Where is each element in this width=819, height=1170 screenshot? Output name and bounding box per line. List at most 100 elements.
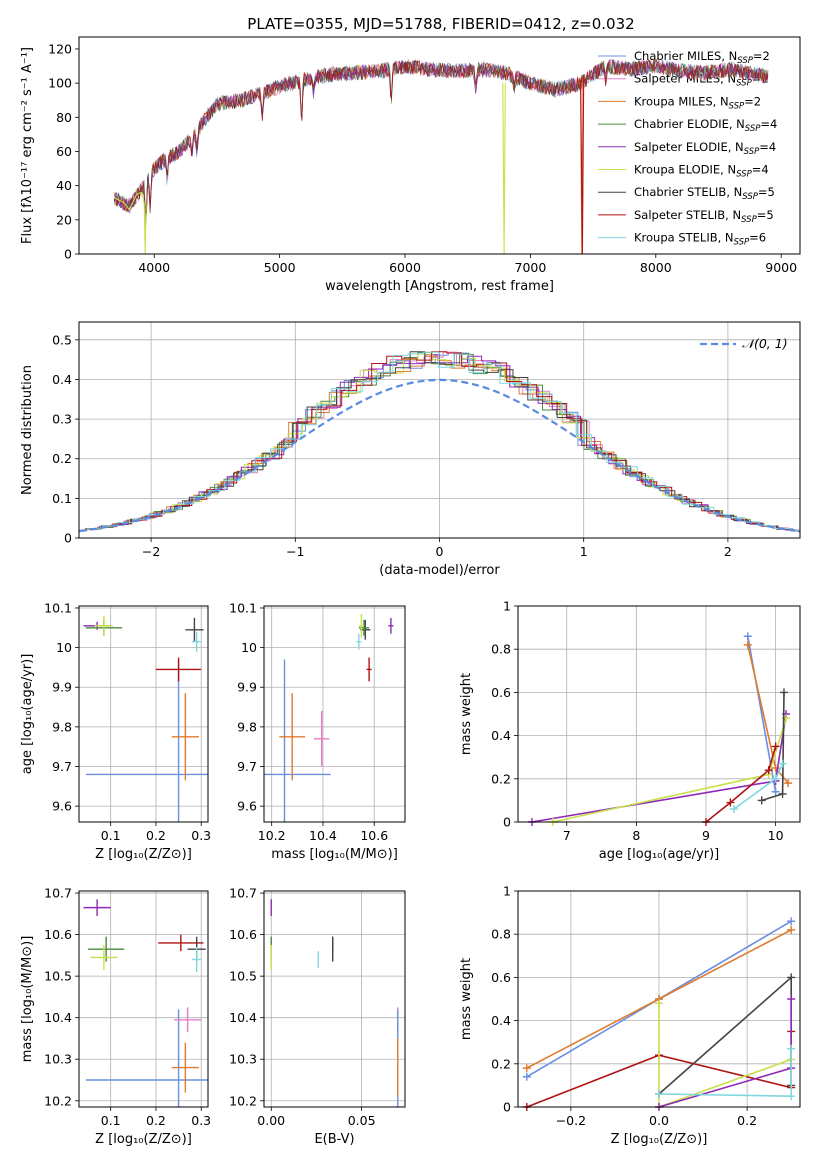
y-tick-label: 10.7 [44, 886, 72, 901]
x-axis-label: Z [log₁₀(Z/Z⊙)] [95, 847, 192, 862]
weight-marker [771, 742, 780, 751]
x-tick-label: 0.2 [737, 1113, 757, 1128]
x-tick-label: 0 [436, 544, 444, 559]
y-axis-label: mass weight [459, 673, 474, 755]
y-tick-label: 0.8 [491, 642, 511, 657]
y-tick-label: 10.4 [44, 1010, 72, 1025]
x-tick-label: −2 [142, 544, 160, 559]
weight-line [658, 999, 792, 1108]
y-tick-label: 10 [241, 640, 257, 655]
plot-frame [78, 605, 209, 823]
weight-line [658, 1003, 792, 1109]
x-tick-label: 0.0 [649, 1113, 669, 1128]
weight-marker [787, 995, 796, 1003]
y-tick-label: 1 [503, 884, 511, 899]
weight-line [747, 636, 777, 792]
legend-label: Kroupa ELODIE, NSSP=4 [634, 163, 769, 180]
y-tick-label: 9.9 [52, 680, 72, 695]
legend-subscript: SSP [734, 238, 750, 248]
age-vs-metallicity-panel: 0.1 0.2 0.3 9.6 9.7 9.8 9.9 10 10.1 Z [log₁₀(Z/Z⊙… [20, 600, 211, 862]
x-tick-label: 8000 [640, 260, 672, 275]
x-tick-label: 0.3 [191, 1113, 211, 1128]
y-tick-label: 10.6 [229, 927, 257, 942]
legend-subscript: SSP [742, 192, 758, 202]
x-axis-label: wavelength [Angstrom, rest frame] [325, 279, 554, 294]
weight-marker [729, 805, 738, 814]
legend-nssp: =4 [760, 117, 777, 131]
x-tick-label: 0.2 [146, 828, 166, 843]
y-tick-label: 10 [56, 640, 72, 655]
weight-line [705, 746, 777, 823]
plot-frame [78, 36, 801, 255]
y-axis-label: age [log₁₀(age/yr)] [20, 654, 35, 775]
legend-subscript: SSP [745, 124, 761, 134]
mass-vs-ebv-panel: 0.00 0.05 10.2 10.3 10.4 10.5 10.6 10.7 E(B-V) [229, 886, 406, 1147]
spectrum-line [113, 59, 769, 214]
weight-marker [726, 798, 735, 807]
y-tick-label: 10.7 [229, 886, 257, 901]
y-tick-label: 10.6 [44, 927, 72, 942]
y-tick-label: 0.2 [491, 771, 511, 786]
y-tick-label: 0 [64, 247, 72, 262]
legend-label: Kroupa STELIB, NSSP=6 [634, 231, 766, 248]
legend-label: Chabrier MILES, NSSP=2 [634, 49, 770, 66]
weight-marker [771, 787, 780, 796]
plot-frame [78, 321, 801, 539]
spectrum-panel: PLATE=0355, MJD=51788, FIBERID=0412, z=0… [20, 15, 801, 294]
x-axis-label: E(B-V) [314, 1132, 354, 1147]
x-tick-label: 7 [563, 828, 571, 843]
weight-line [531, 713, 787, 823]
x-tick-label: 6000 [389, 260, 421, 275]
y-tick-label: 1 [503, 599, 511, 614]
legend-subscript: SSP [744, 147, 760, 157]
y-tick-label: 10.2 [229, 1093, 257, 1108]
y-tick-label: 0.8 [491, 927, 511, 942]
legend-label: Kroupa MILES, NSSP=2 [634, 94, 761, 111]
y-axis-label: Flux [fλ10⁻¹⁷ erg cm⁻² s⁻¹ A⁻¹] [20, 47, 35, 244]
y-tick-label: 0 [64, 531, 72, 546]
x-tick-label: 7000 [515, 260, 547, 275]
y-tick-label: 20 [56, 212, 72, 227]
y-tick-label: 9.6 [52, 799, 72, 814]
spectrum-drop-line [113, 191, 145, 211]
y-tick-label: 0.6 [491, 970, 511, 985]
y-tick-label: 10.3 [44, 1052, 72, 1067]
weight-marker [522, 1072, 531, 1081]
weight-marker [771, 774, 780, 783]
legend-label: Chabrier ELODIE, NSSP=4 [634, 117, 777, 134]
x-tick-label: 10.6 [360, 828, 388, 843]
legend-nssp: =2 [753, 49, 770, 63]
weight-marker [655, 999, 663, 1008]
x-tick-label: 0.00 [257, 1113, 285, 1128]
residual-histogram [79, 351, 800, 532]
x-tick-label: −0.2 [556, 1113, 586, 1128]
residual-histogram [79, 353, 800, 532]
x-axis-label: Z [log₁₀(Z/Z⊙)] [95, 1132, 192, 1147]
y-tick-label: 0.1 [52, 491, 72, 506]
weight-marker [743, 632, 752, 641]
plot-frame [78, 890, 209, 1108]
legend-subscript: SSP [736, 79, 752, 89]
weight-line [658, 1048, 792, 1098]
legend-nssp: =4 [752, 163, 769, 177]
x-tick-label: 5000 [264, 260, 296, 275]
legend-label: 𝒩(0, 1) [742, 336, 788, 351]
weight-marker [787, 973, 796, 982]
y-tick-label: 0 [503, 815, 511, 830]
y-tick-label: 0.6 [491, 685, 511, 700]
y-tick-label: 9.6 [237, 799, 257, 814]
x-tick-label: 4000 [138, 260, 170, 275]
weight-marker [787, 917, 796, 926]
y-axis-label: mass [log₁₀(M/M⊙)] [20, 936, 35, 1063]
y-tick-label: 10.1 [229, 600, 257, 615]
plot-frame [517, 605, 801, 823]
y-tick-label: 0.2 [52, 451, 72, 466]
x-tick-label: 10 [768, 828, 784, 843]
y-tick-label: 9.8 [52, 719, 72, 734]
legend-label: Salpeter ELODIE, NSSP=4 [634, 140, 776, 157]
weight-marker [787, 925, 796, 934]
y-tick-label: 0.4 [52, 372, 72, 387]
weight-marker [787, 1044, 796, 1053]
y-tick-label: 10.1 [44, 600, 72, 615]
